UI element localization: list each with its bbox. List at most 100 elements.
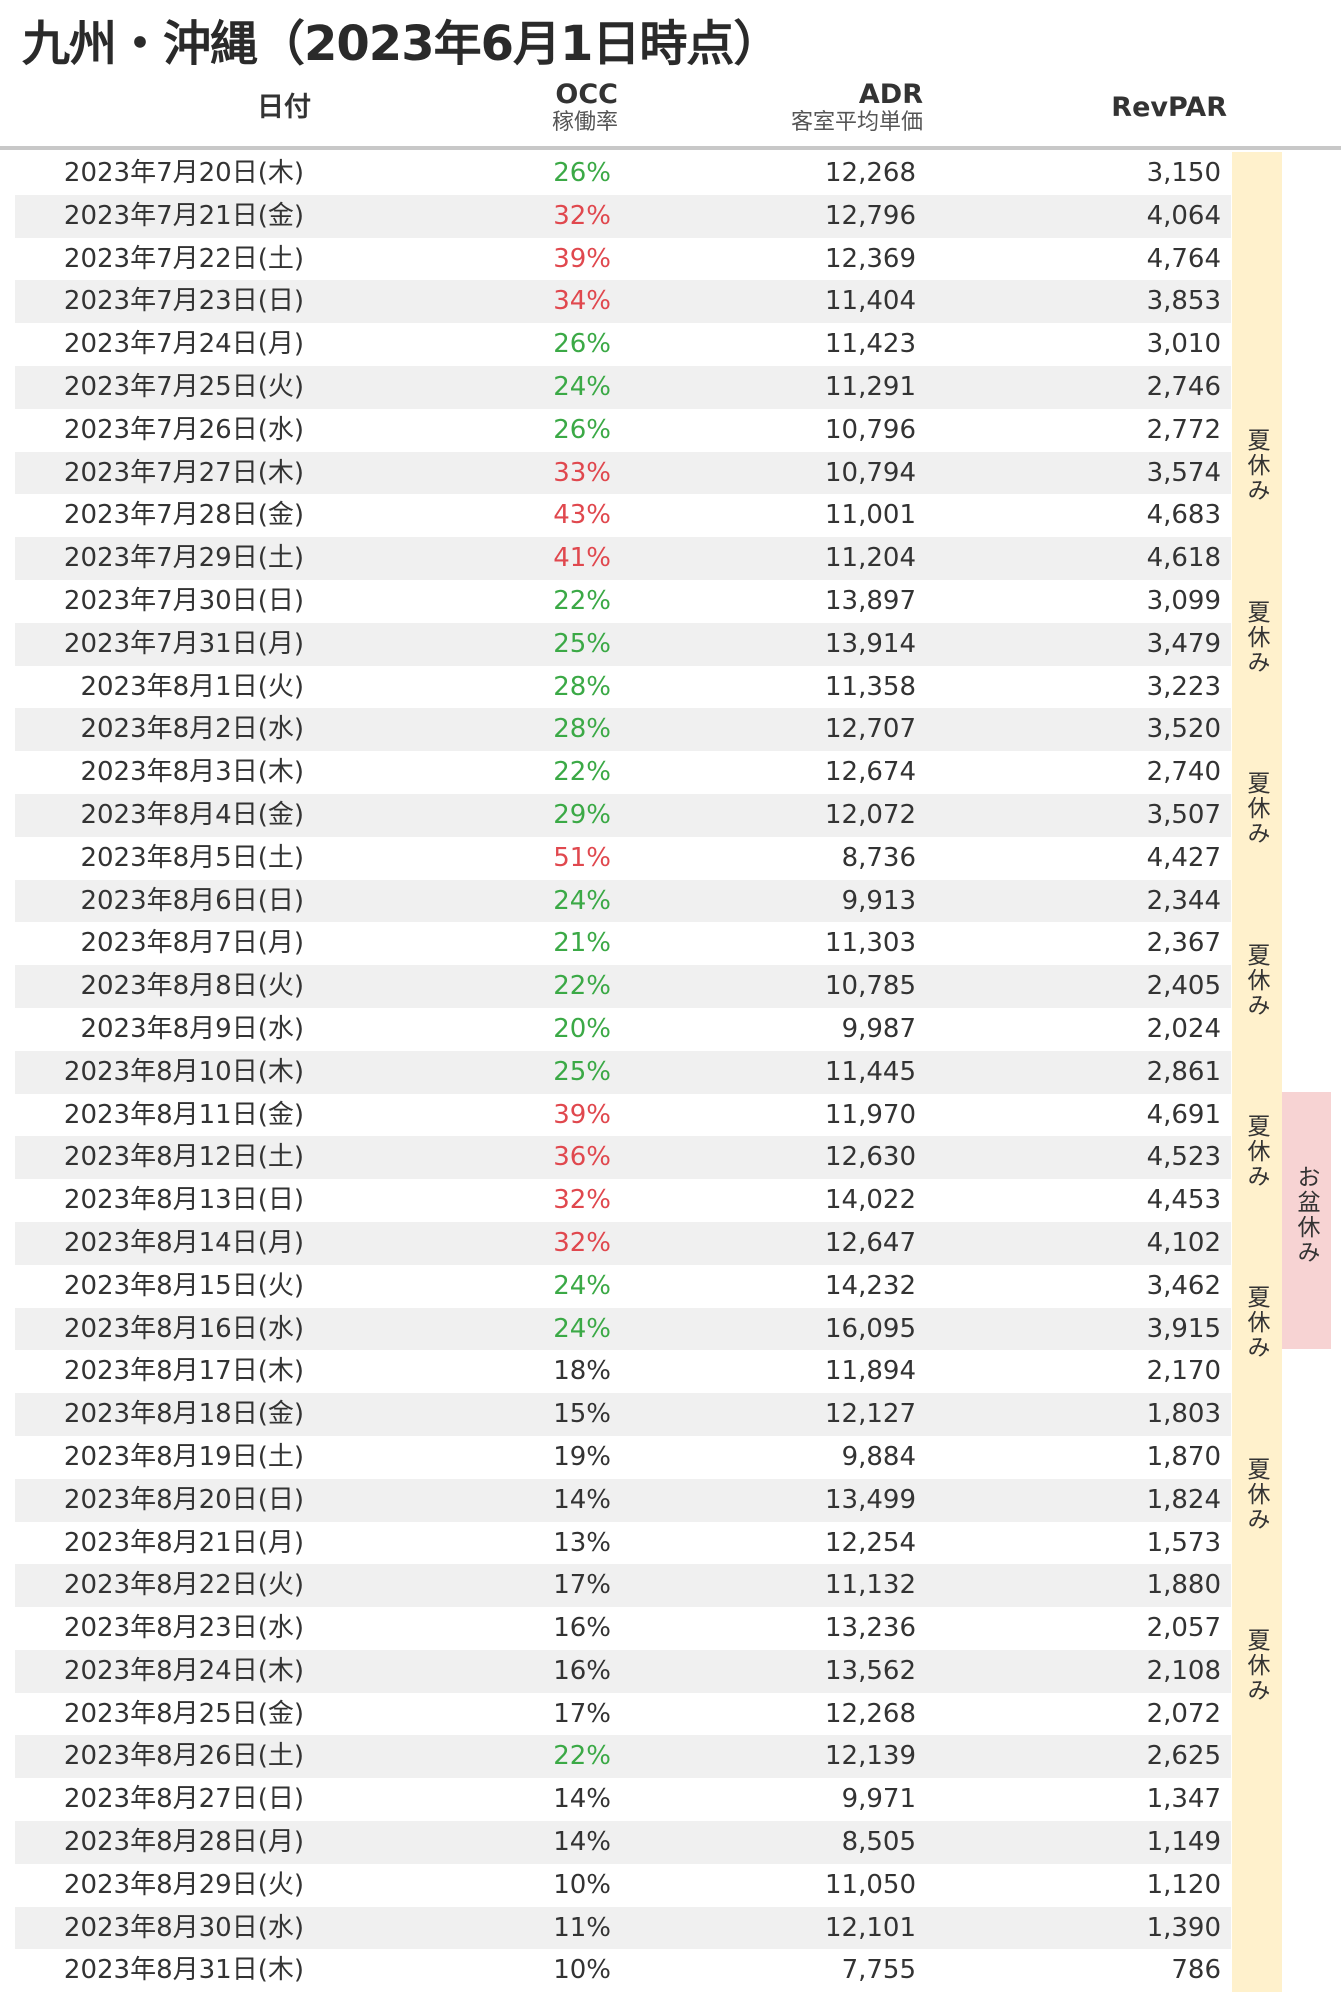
table-row[interactable]: 2023年8月17日(木) 18% 11,894 2,170 <box>15 1350 1231 1393</box>
date-cell: 2023年8月23日(水) <box>63 1613 304 1644</box>
table-row[interactable]: 2023年8月18日(金) 15% 12,127 1,803 <box>15 1393 1231 1436</box>
table-row[interactable]: 2023年7月26日(水) 26% 10,796 2,772 <box>15 409 1231 452</box>
table-row[interactable]: 2023年7月21日(金) 32% 12,796 4,064 <box>15 194 1231 238</box>
date-cell: 2023年7月25日(火) <box>63 371 304 402</box>
date-cell: 2023年8月5日(土) <box>80 842 304 873</box>
summer-label: 夏休み <box>1243 1628 1269 1703</box>
revpar-cell: 2,057 <box>1146 1613 1221 1644</box>
table-row[interactable]: 2023年8月25日(金) 17% 12,268 2,072 <box>15 1693 1231 1736</box>
revpar-cell: 4,618 <box>1146 543 1221 574</box>
table-row[interactable]: 2023年8月10日(木) 25% 11,445 2,861 <box>15 1050 1231 1094</box>
table-row[interactable]: 2023年8月21日(月) 13% 12,254 1,573 <box>15 1522 1231 1565</box>
table-row[interactable]: 2023年8月31日(木) 10% 7,755 786 <box>15 1949 1231 1992</box>
table-row[interactable]: 2023年8月4日(金) 29% 12,072 3,507 <box>15 793 1231 837</box>
table-row[interactable]: 2023年7月30日(日) 22% 13,897 3,099 <box>15 580 1231 623</box>
table-row[interactable]: 2023年8月1日(火) 28% 11,358 3,223 <box>15 666 1231 709</box>
date-cell: 2023年8月12日(土) <box>63 1142 304 1173</box>
adr-cell: 12,268 <box>825 1698 916 1729</box>
table-row[interactable]: 2023年7月27日(木) 33% 10,794 3,574 <box>15 451 1231 495</box>
header-adr-sublabel: 客室平均単価 <box>790 110 923 135</box>
table-row[interactable]: 2023年8月16日(水) 24% 16,095 3,915 <box>15 1307 1231 1351</box>
revpar-cell: 3,520 <box>1146 714 1221 745</box>
date-cell: 2023年8月27日(日) <box>63 1784 304 1815</box>
summer-label: 夏休み <box>1243 943 1269 1018</box>
date-cell: 2023年8月6日(日) <box>80 885 304 916</box>
table-row[interactable]: 2023年7月25日(火) 24% 11,291 2,746 <box>15 365 1231 409</box>
occ-cell: 14% <box>553 1827 611 1858</box>
table-row[interactable]: 2023年8月13日(日) 32% 14,022 4,453 <box>15 1179 1231 1222</box>
header-date[interactable]: 日付 <box>257 93 311 123</box>
date-cell: 2023年8月11日(金) <box>63 1099 304 1130</box>
revpar-cell: 1,390 <box>1146 1912 1221 1943</box>
table-row[interactable]: 2023年8月28日(月) 14% 8,505 1,149 <box>15 1821 1231 1864</box>
date-cell: 2023年7月22日(土) <box>63 243 304 274</box>
date-cell: 2023年7月31日(月) <box>63 628 304 659</box>
summer-label: 夏休み <box>1243 600 1269 675</box>
table-row[interactable]: 2023年8月2日(水) 28% 12,707 3,520 <box>15 708 1231 752</box>
table-row[interactable]: 2023年8月11日(金) 39% 11,970 4,691 <box>15 1094 1231 1137</box>
page-title: 九州・沖縄（2023年6月1日時点） <box>22 16 781 72</box>
table-row[interactable]: 2023年7月23日(日) 34% 11,404 3,853 <box>15 280 1231 324</box>
table-row[interactable]: 2023年8月14日(月) 32% 12,647 4,102 <box>15 1221 1231 1265</box>
occ-cell: 22% <box>553 971 611 1002</box>
revpar-cell: 2,170 <box>1146 1356 1221 1387</box>
date-cell: 2023年8月30日(水) <box>63 1912 304 1943</box>
occ-cell: 21% <box>553 928 611 959</box>
table-row[interactable]: 2023年8月26日(土) 22% 12,139 2,625 <box>15 1735 1231 1779</box>
occ-cell: 16% <box>553 1655 611 1686</box>
revpar-cell: 4,683 <box>1146 500 1221 531</box>
revpar-cell: 3,099 <box>1146 585 1221 616</box>
table-row[interactable]: 2023年7月24日(月) 26% 11,423 3,010 <box>15 323 1231 366</box>
date-cell: 2023年7月30日(日) <box>63 585 304 616</box>
summer-label: 夏休み <box>1243 1114 1269 1189</box>
occ-cell: 26% <box>553 329 611 360</box>
adr-cell: 11,404 <box>825 286 916 317</box>
table-row[interactable]: 2023年7月22日(土) 39% 12,369 4,764 <box>15 238 1231 281</box>
revpar-cell: 1,870 <box>1146 1441 1221 1472</box>
revpar-cell: 1,803 <box>1146 1399 1221 1430</box>
table-row[interactable]: 2023年8月27日(日) 14% 9,971 1,347 <box>15 1778 1231 1821</box>
table-row[interactable]: 2023年8月23日(水) 16% 13,236 2,057 <box>15 1607 1231 1650</box>
table-row[interactable]: 2023年8月15日(火) 24% 14,232 3,462 <box>15 1265 1231 1308</box>
table-row[interactable]: 2023年8月19日(土) 19% 9,884 1,870 <box>15 1436 1231 1479</box>
occ-cell: 39% <box>553 1099 611 1130</box>
revpar-cell: 1,573 <box>1146 1527 1221 1558</box>
table-row[interactable]: 2023年7月28日(金) 43% 11,001 4,683 <box>15 494 1231 537</box>
occ-cell: 22% <box>553 757 611 788</box>
date-cell: 2023年8月13日(日) <box>63 1185 304 1216</box>
table-row[interactable]: 2023年7月29日(土) 41% 11,204 4,618 <box>15 537 1231 580</box>
occ-cell: 11% <box>553 1912 611 1943</box>
header-revpar[interactable]: RevPAR <box>1111 93 1227 123</box>
table-row[interactable]: 2023年8月9日(水) 20% 9,987 2,024 <box>15 1008 1231 1051</box>
table-row[interactable]: 2023年8月7日(月) 21% 11,303 2,367 <box>15 922 1231 965</box>
table-row[interactable]: 2023年8月6日(日) 24% 9,913 2,344 <box>15 879 1231 923</box>
table-row[interactable]: 2023年7月20日(木) 26% 12,268 3,150 <box>15 152 1231 195</box>
table-row[interactable]: 2023年8月5日(土) 51% 8,736 4,427 <box>15 837 1231 880</box>
table-row[interactable]: 2023年8月29日(火) 10% 11,050 1,120 <box>15 1864 1231 1907</box>
occ-cell: 24% <box>553 1270 611 1301</box>
revpar-cell: 4,102 <box>1146 1227 1221 1258</box>
occ-cell: 16% <box>553 1613 611 1644</box>
revpar-cell: 3,150 <box>1146 158 1221 188</box>
table-row[interactable]: 2023年8月12日(土) 36% 12,630 4,523 <box>15 1136 1231 1180</box>
table-row[interactable]: 2023年7月31日(月) 25% 13,914 3,479 <box>15 622 1231 666</box>
table-row[interactable]: 2023年8月30日(水) 11% 12,101 1,390 <box>15 1906 1231 1950</box>
table-row[interactable]: 2023年8月3日(木) 22% 12,674 2,740 <box>15 751 1231 794</box>
header-occ[interactable]: OCC 稼働率 <box>552 80 618 136</box>
date-cell: 2023年8月29日(火) <box>63 1869 304 1900</box>
table-row[interactable]: 2023年8月8日(火) 22% 10,785 2,405 <box>15 965 1231 1008</box>
header-date-label: 日付 <box>257 92 311 123</box>
adr-cell: 13,914 <box>825 628 916 659</box>
adr-cell: 12,268 <box>825 158 916 188</box>
occ-cell: 22% <box>553 1741 611 1772</box>
header-adr[interactable]: ADR 客室平均単価 <box>791 80 923 136</box>
revpar-cell: 4,523 <box>1146 1142 1221 1173</box>
table-row[interactable]: 2023年8月20日(日) 14% 13,499 1,824 <box>15 1478 1231 1522</box>
adr-cell: 12,674 <box>825 757 916 788</box>
summer-label: 夏休み <box>1243 1457 1269 1532</box>
table-row[interactable]: 2023年8月22日(火) 17% 11,132 1,880 <box>15 1564 1231 1608</box>
revpar-cell: 1,120 <box>1146 1869 1221 1900</box>
occ-cell: 51% <box>553 842 611 873</box>
revpar-cell: 3,010 <box>1146 329 1221 360</box>
table-row[interactable]: 2023年8月24日(木) 16% 13,562 2,108 <box>15 1649 1231 1693</box>
